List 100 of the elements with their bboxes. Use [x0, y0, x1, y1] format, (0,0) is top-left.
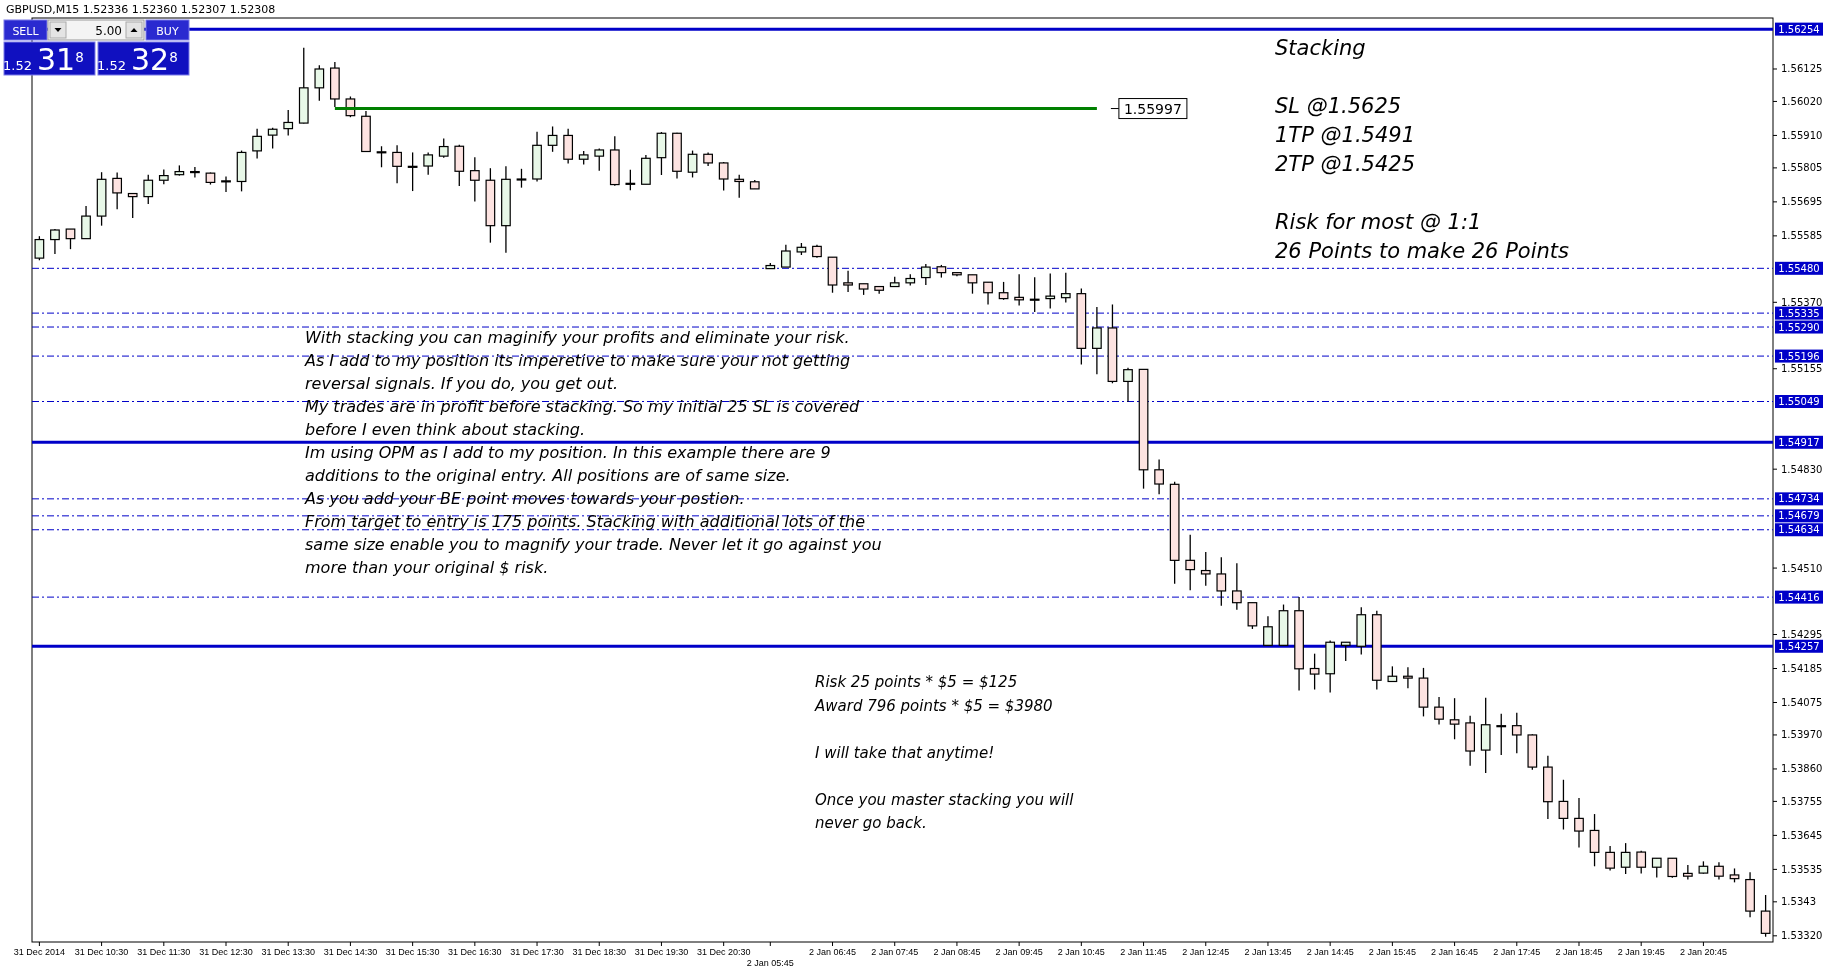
x-tick-label: 2 Jan 19:45	[1617, 947, 1665, 957]
x-tick-label: 2 Jan 09:45	[995, 947, 1043, 957]
candlestick	[1682, 864, 1693, 881]
candlestick	[516, 168, 527, 189]
annotation: 5.00	[95, 24, 122, 38]
annotation: 1.52 32$^{8}$	[97, 42, 178, 77]
x-tick-label: 2 Jan 16:45	[1431, 947, 1479, 957]
x-tick-label: 31 Dec 19:30	[634, 947, 689, 957]
candlestick	[1309, 653, 1320, 691]
candlestick	[50, 228, 60, 255]
candlestick	[1216, 556, 1227, 607]
x-tick-label: 2 Jan 13:45	[1244, 947, 1292, 957]
candlestick	[718, 161, 729, 192]
candlestick	[1667, 857, 1678, 879]
y-tick-label: 1.55585	[1781, 230, 1823, 242]
text: Risk 25 points * $5 = $125 Award 796 points * $5 = $3980 I will take that anytime! Once you master stacking you will never go back.	[815, 673, 1074, 832]
x-tick-label: 2 Jan 07:45	[871, 947, 919, 957]
y-tick-label: 1.54075	[1781, 697, 1823, 708]
candlestick	[1263, 615, 1273, 646]
candlestick	[983, 281, 993, 306]
candlestick	[34, 235, 45, 261]
ref-line-label: 1.56254	[1778, 23, 1820, 35]
candlestick	[1760, 894, 1771, 938]
candlestick	[1045, 272, 1056, 310]
candlestick	[1403, 666, 1413, 689]
x-tick-label: 31 Dec 14:30	[323, 947, 378, 957]
x-tick-label: 31 Dec 18:30	[572, 947, 627, 957]
y-tick-label: 1.55805	[1781, 162, 1823, 174]
candlestick	[547, 125, 558, 153]
annotation: 1.52 31$^{8}$	[3, 42, 84, 77]
candlestick	[392, 144, 402, 184]
x-tick-label: 2 Jan 08:45	[933, 947, 981, 957]
y-tick-label: 1.55155	[1781, 363, 1823, 375]
y-tick-label: 1.55910	[1781, 129, 1823, 141]
candlestick	[1651, 857, 1662, 879]
candlestick	[81, 205, 91, 240]
ref-line-label: 1.54679	[1778, 510, 1820, 522]
candlestick	[423, 151, 434, 176]
x-tick-label: 31 Dec 10:30	[74, 947, 129, 957]
candlestick	[1496, 712, 1507, 756]
y-tick-label: 1.55695	[1781, 196, 1823, 208]
candlestick	[1620, 842, 1631, 875]
x-tick-label: 31 Dec 12:30	[199, 947, 253, 957]
candlestick	[1123, 367, 1133, 403]
x-tick-label: 2 Jan 20:45	[1679, 947, 1727, 957]
x-tick-label: 31 Dec 2014	[13, 947, 65, 957]
ref-line-label: 1.55290	[1778, 321, 1820, 333]
candlestick	[563, 127, 574, 165]
x-tick-label: 2 Jan 12:45	[1182, 947, 1230, 957]
x-tick-label: 31 Dec 13:30	[261, 947, 315, 957]
candlestick	[1605, 845, 1615, 872]
candlestick	[112, 171, 123, 210]
candlestick	[967, 274, 978, 295]
candlestick	[1558, 779, 1569, 831]
x-tick-label: 2 Jan 18:45	[1555, 947, 1603, 957]
x-tick-label: 31 Dec 11:30	[137, 947, 191, 957]
y-tick-label: 1.53535	[1781, 863, 1823, 875]
candlestick	[314, 64, 325, 102]
candlestick	[127, 192, 138, 219]
ref-line-label: 1.55049	[1778, 396, 1820, 408]
y-tick-label: 1.53755	[1781, 795, 1823, 807]
y-tick-label: 1.53320	[1781, 930, 1823, 942]
candlestick	[1511, 712, 1522, 754]
x-tick-label: 31 Dec 17:30	[510, 947, 564, 957]
candlestick	[920, 263, 931, 286]
candlestick	[1092, 306, 1102, 375]
candlestick	[1589, 813, 1600, 867]
candlestick	[252, 127, 262, 160]
y-tick-label: 1.54185	[1781, 663, 1823, 675]
candlestick	[1434, 696, 1444, 726]
candlestick	[734, 174, 745, 199]
candlestick	[1029, 276, 1040, 313]
candlestick	[625, 169, 636, 191]
candlestick	[780, 244, 791, 268]
x-tick-label: 2 Jan 17:45	[1493, 947, 1541, 957]
ref-line-label: 1.55335	[1778, 307, 1820, 319]
y-tick-label: 1.54510	[1781, 562, 1823, 574]
annotation: BUY	[156, 25, 179, 38]
candlestick	[1449, 697, 1460, 740]
candlestick	[1154, 458, 1164, 495]
ref-line-label: 1.55196	[1778, 350, 1820, 362]
x-tick-label: 2 Jan 05:45	[746, 958, 794, 968]
y-tick-label: 1.54295	[1781, 629, 1823, 641]
y-tick-label: 1.56020	[1781, 95, 1823, 107]
candlestick	[221, 175, 231, 193]
candlestick	[283, 109, 294, 137]
series-label: 1.55997	[1123, 100, 1182, 117]
ref-line-label: 1.54634	[1778, 524, 1820, 536]
ref-line-label: 1.54257	[1778, 640, 1820, 652]
x-tick-label: 2 Jan 15:45	[1368, 947, 1416, 957]
x-tick-label: 31 Dec 16:30	[448, 947, 502, 957]
candlestick	[1340, 641, 1351, 662]
candlestick	[1200, 551, 1211, 587]
candlestick	[469, 156, 480, 203]
candlestick	[1185, 534, 1196, 591]
y-tick-label: 1.5343	[1781, 896, 1816, 908]
candlestick	[407, 151, 418, 192]
candlestick	[843, 270, 853, 293]
candlestick	[65, 228, 76, 250]
chart-title: GBPUSD,M15 1.52336 1.52360 1.52307 1.52308	[6, 3, 276, 16]
